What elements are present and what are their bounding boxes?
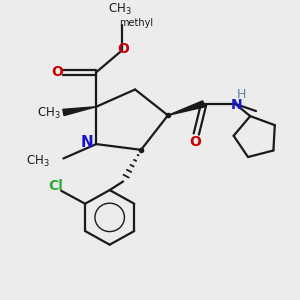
Text: O: O: [118, 42, 129, 56]
Polygon shape: [63, 107, 96, 116]
Text: N: N: [80, 135, 93, 150]
Text: CH$_3$: CH$_3$: [108, 2, 132, 17]
Text: CH$_3$: CH$_3$: [26, 154, 50, 169]
Polygon shape: [168, 101, 205, 115]
Text: N: N: [231, 98, 242, 112]
Text: O: O: [51, 65, 63, 79]
Text: methyl: methyl: [119, 18, 154, 28]
Text: CH$_3$: CH$_3$: [37, 106, 60, 122]
Text: O: O: [189, 135, 201, 149]
Text: Cl: Cl: [48, 179, 63, 194]
Text: H: H: [237, 88, 246, 101]
